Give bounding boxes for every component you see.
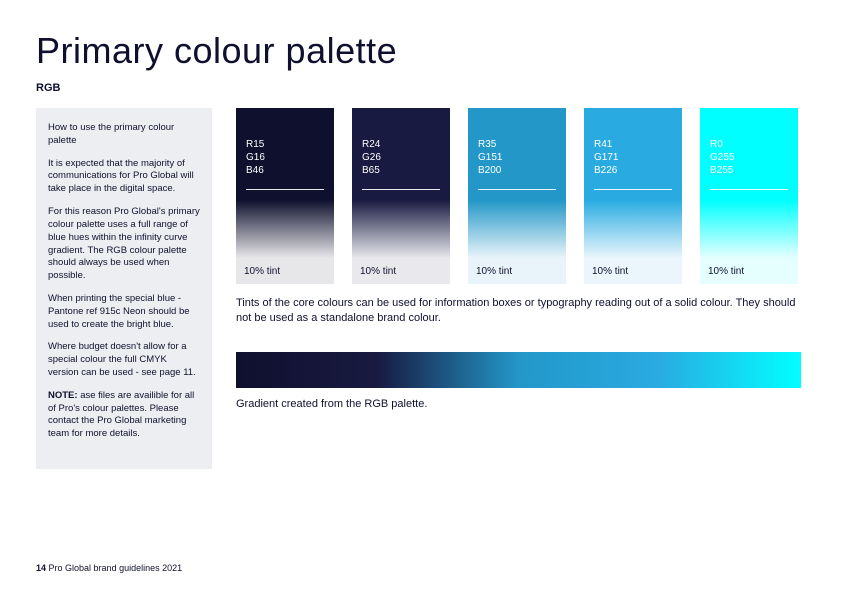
gradient-bar	[236, 352, 801, 388]
swatch-solid: R24G26B65	[352, 108, 450, 200]
swatch-solid: R0G255B255	[700, 108, 798, 200]
swatch-solid: R35G151B200	[468, 108, 566, 200]
swatch-gradient	[236, 200, 334, 258]
swatch-g: G16	[246, 151, 324, 164]
note-label: NOTE:	[48, 390, 78, 401]
colour-swatch: R41G171B226 10% tint	[584, 108, 682, 284]
swatch-tint: 10% tint	[468, 258, 566, 284]
swatch-solid: R15G16B46	[236, 108, 334, 200]
swatch-r: R24	[362, 138, 440, 151]
colour-swatch: R24G26B65 10% tint	[352, 108, 450, 284]
sidebar-paragraph: Where budget doesn't allow for a special…	[48, 341, 200, 379]
swatch-g: G171	[594, 151, 672, 164]
sidebar-heading: How to use the primary colour palette	[48, 122, 200, 148]
swatch-b: B226	[594, 164, 672, 177]
page-subtitle: RGB	[36, 82, 805, 94]
swatch-g: G255	[710, 151, 788, 164]
page-footer: 14 Pro Global brand guidelines 2021	[36, 563, 182, 573]
swatch-g: G151	[478, 151, 556, 164]
swatch-rule	[246, 189, 324, 190]
swatch-gradient	[584, 200, 682, 258]
swatch-rule	[478, 189, 556, 190]
sidebar-note: NOTE: ase files are availible for all of…	[48, 390, 200, 441]
colour-swatch: R0G255B255 10% tint	[700, 108, 798, 284]
swatch-b: B255	[710, 164, 788, 177]
page-number: 14	[36, 563, 46, 573]
swatch-tint: 10% tint	[352, 258, 450, 284]
swatch-gradient	[468, 200, 566, 258]
colour-swatch: R35G151B200 10% tint	[468, 108, 566, 284]
swatch-rule	[594, 189, 672, 190]
usage-sidebar: How to use the primary colour palette It…	[36, 108, 212, 469]
swatch-r: R41	[594, 138, 672, 151]
sidebar-paragraph: It is expected that the majority of comm…	[48, 158, 200, 196]
swatch-b: B65	[362, 164, 440, 177]
gradient-caption: Gradient created from the RGB palette.	[236, 398, 805, 410]
sidebar-paragraph: When printing the special blue - Pantone…	[48, 293, 200, 331]
swatch-b: B200	[478, 164, 556, 177]
swatch-rule	[710, 189, 788, 190]
footer-text: Pro Global brand guidelines 2021	[49, 563, 183, 573]
swatch-r: R15	[246, 138, 324, 151]
swatch-tint: 10% tint	[236, 258, 334, 284]
sidebar-paragraph: For this reason Pro Global's primary col…	[48, 206, 200, 283]
swatch-solid: R41G171B226	[584, 108, 682, 200]
swatch-tint: 10% tint	[584, 258, 682, 284]
page-title: Primary colour palette	[36, 30, 805, 72]
swatch-tint: 10% tint	[700, 258, 798, 284]
swatch-gradient	[700, 200, 798, 258]
swatch-r: R0	[710, 138, 788, 151]
swatch-b: B46	[246, 164, 324, 177]
swatch-row: R15G16B4610% tintR24G26B6510% tintR35G15…	[236, 108, 805, 284]
swatch-r: R35	[478, 138, 556, 151]
swatch-g: G26	[362, 151, 440, 164]
swatch-rule	[362, 189, 440, 190]
main-content: R15G16B4610% tintR24G26B6510% tintR35G15…	[236, 108, 805, 469]
tints-caption: Tints of the core colours can be used fo…	[236, 296, 796, 326]
colour-swatch: R15G16B46 10% tint	[236, 108, 334, 284]
swatch-gradient	[352, 200, 450, 258]
